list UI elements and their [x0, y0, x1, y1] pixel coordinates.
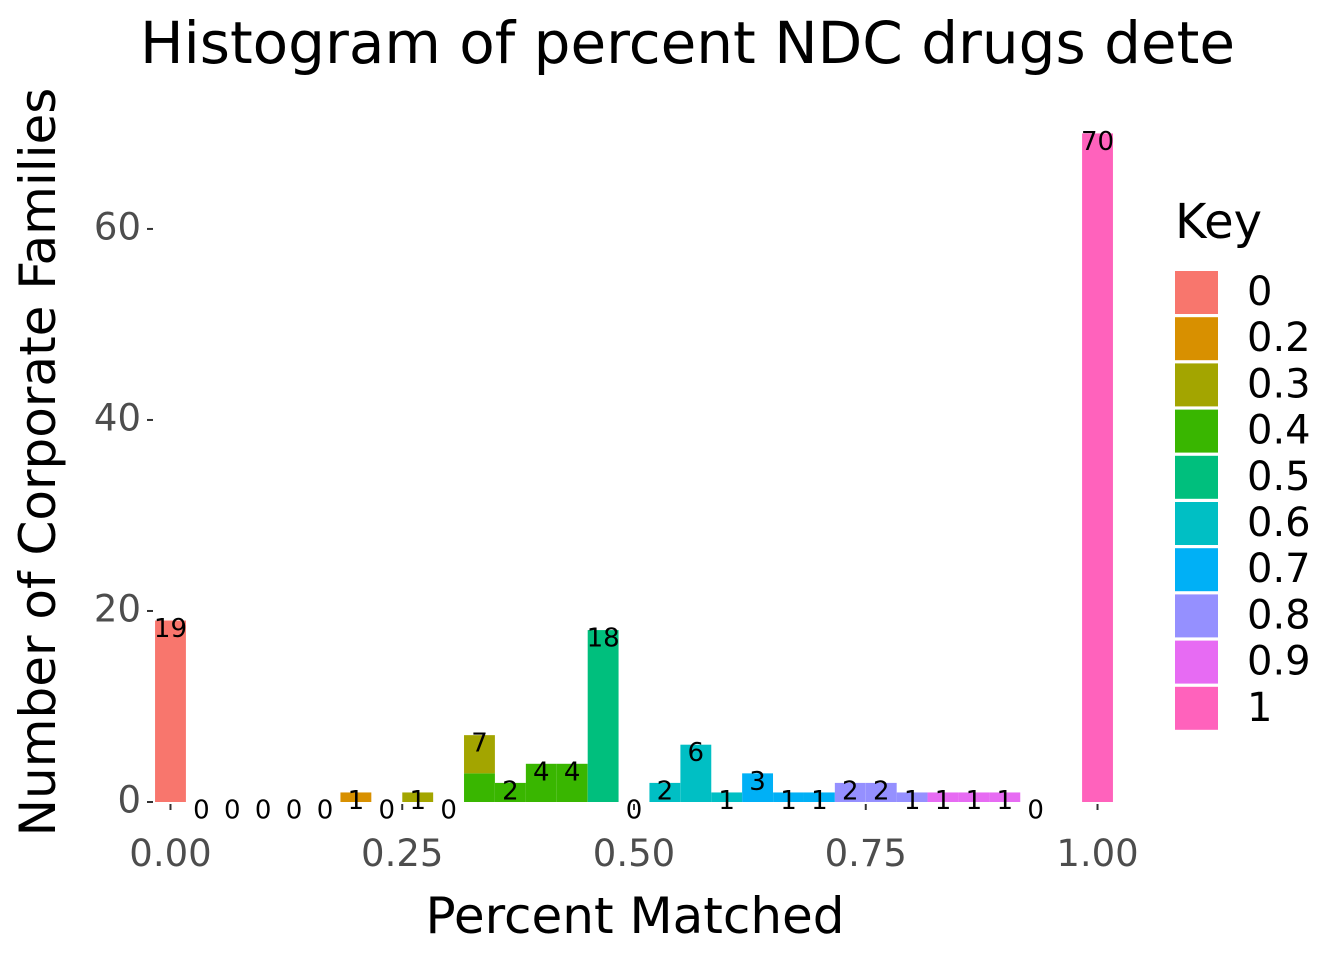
- bar-count-label-10: 7: [471, 729, 488, 759]
- chart-title: Histogram of percent NDC drugs dete: [140, 9, 1235, 77]
- bar-count-label-6: 1: [348, 786, 365, 816]
- legend-label-1: 0.2: [1247, 315, 1311, 361]
- x-tick-label-2: 0.50: [593, 832, 675, 875]
- y-tick-label-1: 20: [94, 587, 141, 630]
- x-axis-title: Percent Matched: [425, 887, 844, 945]
- x-tick-label-0: 0.00: [129, 832, 211, 875]
- histogram-bar-0: [155, 620, 186, 802]
- histogram-bar-10: [680, 744, 712, 802]
- bar-count-label-0: 19: [154, 614, 187, 644]
- legend-label-4: 0.5: [1247, 454, 1311, 500]
- histogram-bar-5: [494, 782, 526, 802]
- y-tick-label-3: 60: [94, 205, 141, 248]
- legend-label-3: 0.4: [1247, 408, 1311, 454]
- legend-label-2: 0.3: [1247, 361, 1311, 407]
- histogram-bar-7: [556, 763, 588, 802]
- legend-title: Key: [1175, 194, 1262, 250]
- legend-swatch-5: [1175, 502, 1218, 545]
- legend-swatch-6: [1175, 548, 1218, 592]
- legend-swatch-7: [1175, 594, 1218, 638]
- legend-label-6: 0.7: [1247, 546, 1311, 592]
- legend-swatch-1: [1175, 317, 1218, 361]
- legend: Key 00.20.30.40.50.60.70.80.91: [1175, 194, 1311, 731]
- histogram-bar-19: [958, 792, 990, 802]
- y-tick-label-2: 40: [94, 396, 141, 439]
- bar-count-label-22: 2: [842, 776, 859, 806]
- bar-count-label-15: 0: [626, 796, 643, 826]
- legend-swatch-3: [1175, 409, 1218, 453]
- x-axis: 0.00 0.25 0.50 0.75 1.00: [129, 804, 1139, 875]
- legend-label-9: 1: [1247, 685, 1272, 731]
- histogram-bar-4: [464, 735, 495, 774]
- legend-swatch-8: [1175, 640, 1218, 684]
- histogram-bar-1: [340, 792, 372, 802]
- plot-area: [155, 133, 1113, 802]
- bar-count-label-29: 70: [1081, 127, 1114, 157]
- bar-count-label-13: 4: [564, 757, 581, 787]
- bar-count-label-16: 2: [657, 776, 674, 806]
- bar-count-label-7: 0: [378, 796, 395, 826]
- bar-count-label-12: 4: [533, 757, 550, 787]
- histogram-bar-20: [989, 792, 1021, 802]
- legend-label-0: 0: [1247, 269, 1272, 315]
- histogram-bar-18: [927, 792, 959, 802]
- x-tick-label-3: 0.75: [825, 832, 907, 875]
- histogram-bar-13: [773, 792, 804, 802]
- bar-count-label-26: 1: [966, 786, 983, 816]
- x-tick-label-4: 1.00: [1056, 832, 1138, 875]
- bar-count-label-9: 0: [440, 796, 457, 826]
- bar-count-label-20: 1: [780, 786, 797, 816]
- histogram-bar-21: [1082, 133, 1113, 802]
- histogram-bar-17: [896, 792, 928, 802]
- histogram-bar-9: [649, 782, 681, 802]
- histogram-bar-2: [402, 792, 434, 802]
- histogram-bar-11: [711, 792, 743, 802]
- bar-count-label-5: 0: [317, 796, 334, 826]
- legend-swatch-4: [1175, 455, 1218, 499]
- y-tick-label-0: 0: [117, 779, 141, 822]
- histogram-bar-8: [587, 630, 619, 802]
- bar-count-label-14: 18: [587, 624, 620, 654]
- bar-count-label-21: 1: [811, 786, 828, 816]
- histogram-bar-3: [464, 773, 495, 802]
- bar-count-label-2: 0: [224, 796, 241, 826]
- legend-swatch-0: [1175, 271, 1218, 314]
- bar-count-label-25: 1: [935, 786, 952, 816]
- legend-label-7: 0.8: [1247, 592, 1311, 638]
- bar-count-label-4: 0: [286, 796, 303, 826]
- y-axis-title: Number of Corporate Families: [9, 88, 67, 837]
- bar-count-label-27: 1: [997, 786, 1014, 816]
- y-axis: 0 20 40 60: [94, 205, 153, 822]
- histogram-bar-16: [865, 782, 897, 802]
- bar-count-label-11: 2: [502, 776, 519, 806]
- legend-label-8: 0.9: [1247, 639, 1311, 685]
- histogram-bar-14: [803, 792, 835, 802]
- bar-count-label-18: 1: [718, 786, 735, 816]
- bar-count-label-17: 6: [688, 738, 705, 768]
- legend-swatch-2: [1175, 363, 1218, 407]
- histogram-bar-12: [742, 773, 774, 802]
- histogram-bar-6: [525, 763, 557, 802]
- bar-count-label-8: 1: [409, 786, 426, 816]
- bar-count-label-23: 2: [873, 776, 890, 806]
- bar-count-label-3: 0: [255, 796, 272, 826]
- bar-count-label-1: 0: [193, 796, 210, 826]
- histogram-bar-15: [834, 782, 866, 802]
- x-tick-label-1: 0.25: [361, 832, 443, 875]
- bar-count-label-28: 0: [1027, 796, 1044, 826]
- bar-count-label-19: 3: [749, 767, 766, 797]
- legend-swatch-9: [1175, 686, 1218, 730]
- legend-label-5: 0.6: [1247, 500, 1311, 546]
- bar-count-label-24: 1: [904, 786, 921, 816]
